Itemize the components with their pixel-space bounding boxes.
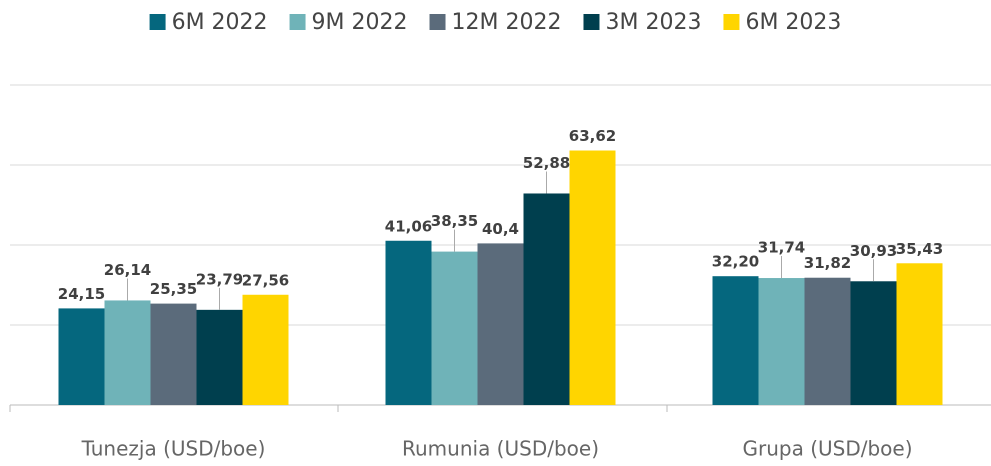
legend-swatch [429, 14, 446, 30]
x-tick-label: Tunezja (USD/boe) [81, 437, 266, 461]
legend-label: 9M 2022 [312, 10, 408, 35]
value-label: 52,88 [523, 154, 570, 172]
value-label: 30,93 [850, 242, 897, 260]
value-label: 24,15 [58, 285, 105, 303]
value-label: 41,06 [385, 217, 432, 235]
bar [712, 276, 759, 405]
bar [58, 308, 105, 405]
legend-swatch [723, 14, 740, 30]
value-label: 40,4 [482, 220, 519, 238]
legend-label: 6M 2022 [172, 10, 268, 35]
bar [150, 303, 197, 405]
legend-label: 6M 2023 [745, 10, 841, 35]
value-label: 35,43 [896, 240, 943, 258]
legend-swatch [289, 14, 306, 30]
value-label: 27,56 [242, 271, 289, 289]
bar [523, 193, 570, 405]
x-tick-label: Grupa (USD/boe) [742, 437, 912, 461]
value-label: 38,35 [431, 212, 478, 230]
x-tick-label: Rumunia (USD/boe) [402, 437, 599, 461]
legend-swatch [149, 14, 166, 30]
value-label: 23,79 [196, 270, 243, 288]
bar [850, 281, 897, 405]
bar [804, 277, 851, 405]
legend: 6M 2022 9M 2022 12M 2022 3M 2023 6M 2023 [149, 10, 841, 35]
bar [385, 240, 432, 405]
value-label: 25,35 [150, 280, 197, 298]
bar [569, 150, 616, 405]
value-label: 31,74 [758, 239, 805, 257]
legend-label: 3M 2023 [605, 10, 701, 35]
bar [431, 251, 478, 405]
bar [896, 263, 943, 405]
value-label: 32,20 [712, 253, 759, 271]
bar [242, 294, 289, 405]
value-label: 31,82 [804, 254, 851, 272]
legend-label: 12M 2022 [452, 10, 562, 35]
bar [196, 309, 243, 405]
bar [758, 278, 805, 405]
bar [104, 300, 151, 405]
value-label: 26,14 [104, 261, 151, 279]
legend-swatch [583, 14, 600, 30]
bar [477, 243, 524, 405]
value-label: 63,62 [569, 127, 616, 145]
